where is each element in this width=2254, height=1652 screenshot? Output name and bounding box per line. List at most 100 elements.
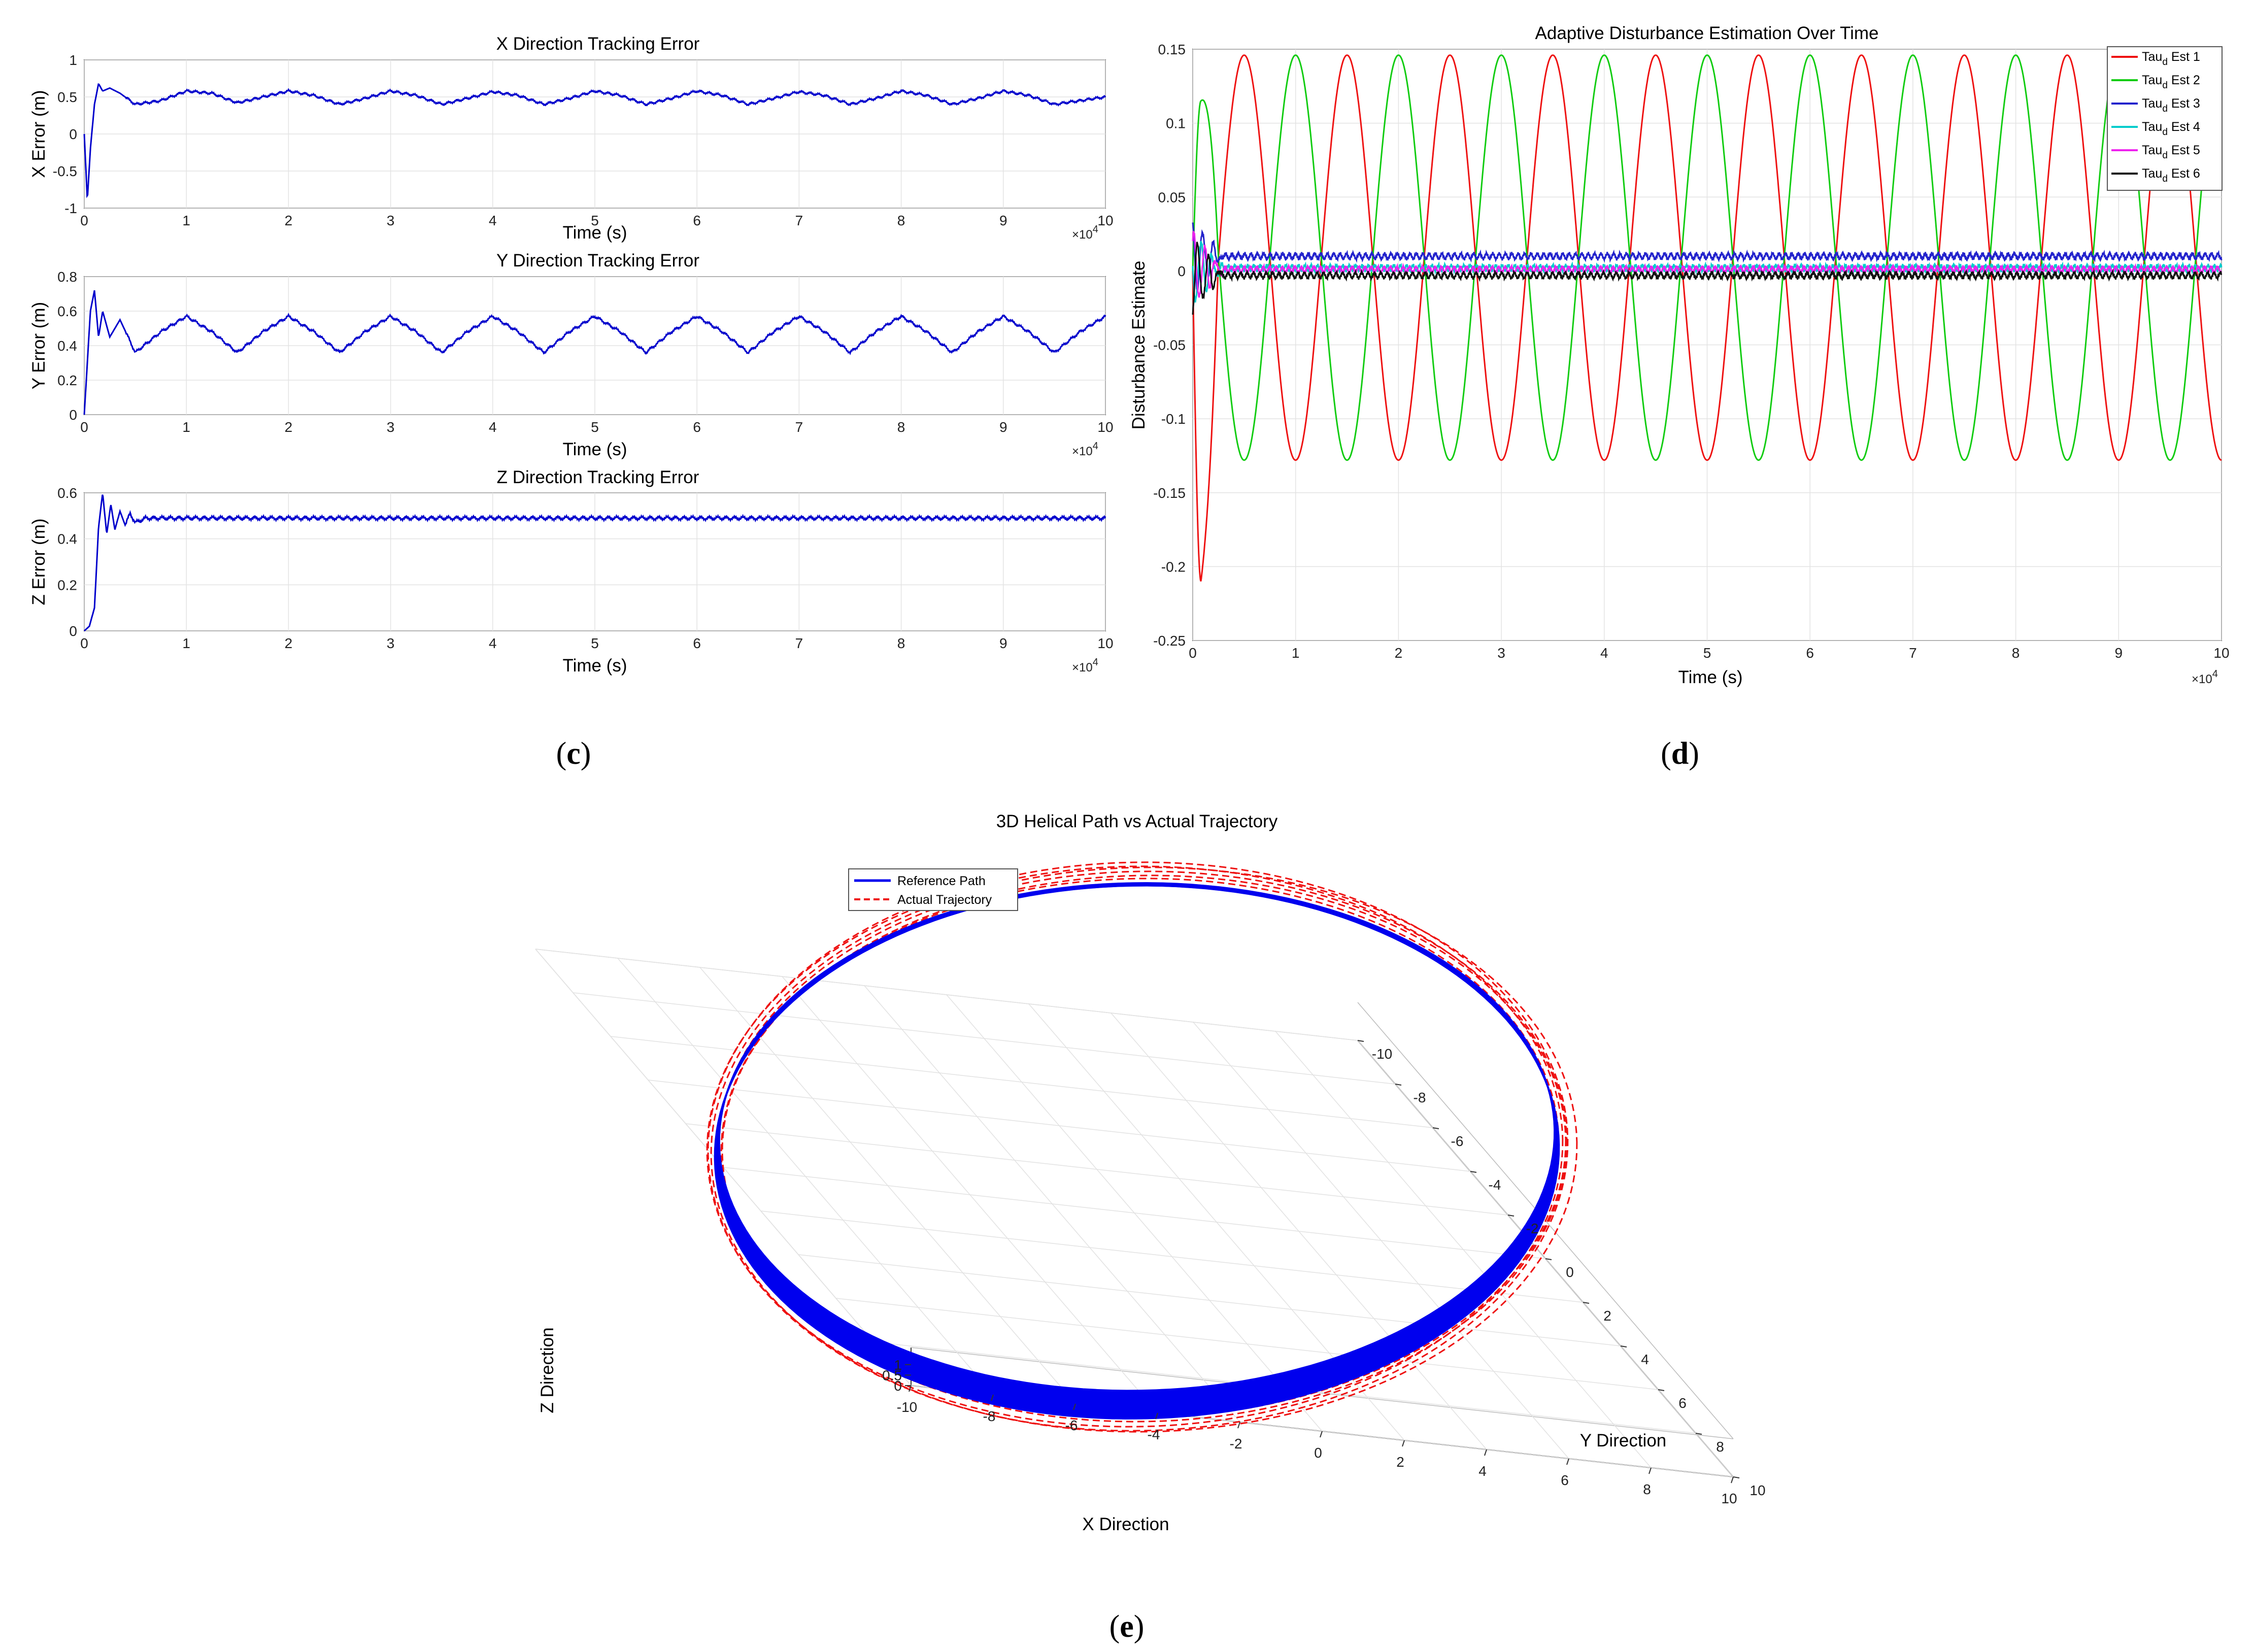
caption-letter-e: e <box>1120 1609 1134 1644</box>
x-multiplier: ×104 <box>1072 224 1098 242</box>
x-tick-label: 3 <box>387 419 395 435</box>
x-tick <box>1649 1467 1652 1474</box>
caption-d: (d) <box>1661 736 1699 771</box>
y-tick-label: 0.6 <box>57 485 77 501</box>
grid-line-y <box>798 1254 1621 1346</box>
x-tick <box>991 1394 994 1401</box>
x-tick-label: 7 <box>795 419 803 435</box>
y-tick-label: -8 <box>1414 1090 1426 1105</box>
legend-label-3: Taud Est 3 <box>2142 96 2200 114</box>
x-tick <box>1320 1431 1323 1438</box>
y-axis-label: Y Direction <box>1580 1431 1667 1451</box>
y-tick <box>1357 1040 1364 1042</box>
x-tick-labels: 0 1 2 3 4 5 6 7 8 9 10 <box>80 213 1113 228</box>
y-tick <box>1695 1433 1702 1435</box>
helix-3d-chart: 3D Helical Path vs Actual Trajectory -10… <box>535 812 1766 1534</box>
y-axis-label: Y Error (m) <box>29 302 49 389</box>
x-tick-label: 8 <box>897 213 905 228</box>
caption-e: (e) <box>1109 1609 1145 1644</box>
disturbance-series <box>1192 54 2223 582</box>
x-tick-label: 1 <box>182 635 190 651</box>
y-tick-label: 0.15 <box>1158 42 1186 57</box>
x-tick-labels: 0 1 2 3 4 5 6 7 8 9 10 <box>80 419 1113 435</box>
y-tick <box>1583 1302 1590 1304</box>
legend-label-rest: Est 4 <box>2168 120 2200 134</box>
x-tick-label: 8 <box>1643 1481 1651 1497</box>
chart-title: Z Direction Tracking Error <box>497 467 699 487</box>
x-tick <box>1402 1440 1405 1447</box>
grid-line-x <box>1275 1031 1652 1468</box>
y-axis-label: Z Error (m) <box>29 518 49 605</box>
z-tick-label: 0.5 <box>882 1367 902 1383</box>
legend-label-6: Taud Est 6 <box>2142 166 2200 184</box>
legend-label-sub: d <box>2162 104 2168 114</box>
y-tick-label: 2 <box>1603 1308 1611 1324</box>
caption-c: (c) <box>556 736 591 771</box>
y-tick-label: 0.1 <box>1166 116 1186 131</box>
x-axis-label: Time (s) <box>562 223 627 243</box>
z-axis-label: Z Direction <box>537 1327 557 1413</box>
reference-path-loop <box>714 885 1560 1420</box>
legend-label-sub: d <box>2162 174 2168 184</box>
x-tick-label: 1 <box>1292 645 1300 661</box>
x-tick-label: 6 <box>693 635 701 651</box>
x-tick-label: 0 <box>1314 1445 1322 1461</box>
x-tick-label: 4 <box>489 419 497 435</box>
x-axis-label: Time (s) <box>1678 667 1742 687</box>
x-tick-label: 4 <box>489 635 497 651</box>
actual-trajectory-loop <box>706 865 1564 1428</box>
x-tick-label: -6 <box>1065 1418 1078 1433</box>
legend-label-base: Tau <box>2142 143 2162 157</box>
legend-label-1: Taud Est 1 <box>2142 50 2200 68</box>
disturbance-line-2 <box>1192 54 2222 461</box>
z-tick-label: 1 <box>894 1357 902 1373</box>
grid <box>84 276 1106 415</box>
x-tick-label: 5 <box>591 635 599 651</box>
x-tick <box>1155 1412 1158 1420</box>
x-tick-label: 2 <box>285 213 293 228</box>
y-tick <box>1733 1476 1740 1478</box>
y-tick-label: 0.2 <box>57 577 77 593</box>
grid-line-x <box>1111 1013 1487 1450</box>
y-tick <box>1658 1389 1665 1391</box>
y-tick-label: 0 <box>69 126 77 142</box>
y-tick-label: 4 <box>1641 1352 1649 1367</box>
x-tick <box>909 1385 912 1392</box>
legend-label-sub: d <box>2162 80 2168 91</box>
y-tick-label: 0 <box>69 623 77 639</box>
legend-label-rest: Est 5 <box>2168 143 2200 157</box>
x-tick-label: 9 <box>2115 645 2123 661</box>
x-tick-label: 1 <box>182 213 190 228</box>
y-tick-labels: 0 0.2 0.4 0.6 0.8 <box>57 269 77 423</box>
legend-label-4: Taud Est 4 <box>2142 120 2200 138</box>
chart-title: Adaptive Disturbance Estimation Over Tim… <box>1535 23 1879 43</box>
x-tick-label: 6 <box>1806 645 1814 661</box>
legend-label-base: Tau <box>2142 50 2162 64</box>
x-tick-label: 7 <box>795 635 803 651</box>
x-error-chart: X Direction Tracking Error 0 1 2 3 4 5 6 7 8 9 10 … <box>29 34 1114 243</box>
legend-label-rest: Est 1 <box>2168 50 2200 64</box>
x-tick-label: 5 <box>591 419 599 435</box>
y-tick-label: -0.1 <box>1161 411 1186 427</box>
legend-label-sub: d <box>2162 150 2168 161</box>
z-error-chart: Z Direction Tracking Error 0 1 2 3 4 5 6 7 8 9 10 … <box>29 467 1114 676</box>
legend-label-2: Taud Est 2 <box>2142 73 2200 91</box>
x-tick-label: 1 <box>182 419 190 435</box>
disturbance-line-6 <box>1192 242 2223 315</box>
svg-text:(e): (e) <box>1109 1609 1145 1644</box>
y-tick-label: -4 <box>1489 1177 1501 1193</box>
y-tick-label: -0.05 <box>1153 338 1186 353</box>
y-tick <box>1620 1345 1627 1347</box>
y-tick-label: 0.6 <box>57 304 77 319</box>
x-tick-label: 2 <box>285 419 293 435</box>
x-tick-label: 3 <box>387 213 395 228</box>
y-tick-label: 0 <box>1178 263 1186 279</box>
svg-text:(c): (c) <box>556 736 591 771</box>
y-tick-label: 8 <box>1716 1439 1724 1455</box>
y-tick-label: 0.2 <box>57 373 77 388</box>
grid-line-y <box>760 1210 1584 1303</box>
x-tick-label: 2 <box>1395 645 1403 661</box>
y-tick <box>1470 1171 1477 1173</box>
y-tick-label: -10 <box>1372 1046 1392 1062</box>
y-tick-label: 0.4 <box>57 338 77 354</box>
